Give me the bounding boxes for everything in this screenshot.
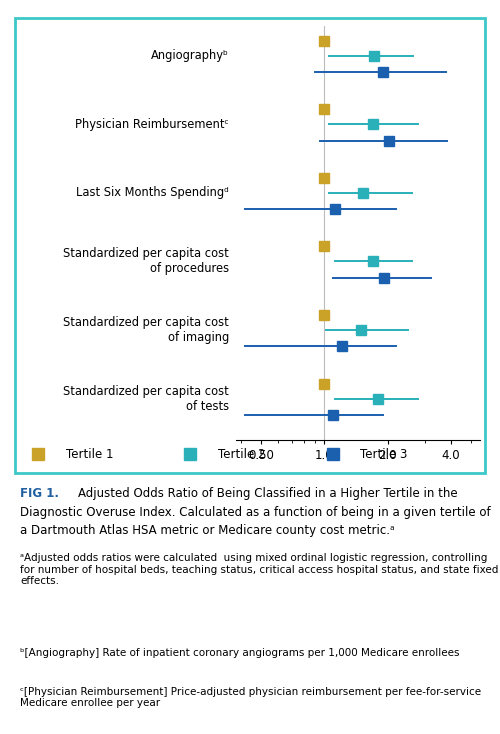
- Text: Adjusted Odds Ratio of Being Classified in a Higher Tertile in the: Adjusted Odds Ratio of Being Classified …: [78, 487, 457, 501]
- Text: ᵇ[Angiography] Rate of inpatient coronary angiograms per 1,000 Medicare enrollee: ᵇ[Angiography] Rate of inpatient coronar…: [20, 648, 460, 658]
- Text: Standardized per capita cost
of imaging: Standardized per capita cost of imaging: [64, 316, 229, 344]
- Text: Angiographyᵇ: Angiographyᵇ: [152, 49, 229, 62]
- Text: Tertile 3: Tertile 3: [360, 448, 408, 461]
- Text: Standardized per capita cost
of procedures: Standardized per capita cost of procedur…: [64, 247, 229, 275]
- Text: Tertile 2: Tertile 2: [218, 448, 266, 461]
- Text: a Dartmouth Atlas HSA metric or Medicare county cost metric.ᵃ: a Dartmouth Atlas HSA metric or Medicare…: [20, 524, 394, 537]
- Text: Diagnostic Overuse Index. Calculated as a function of being in a given tertile o: Diagnostic Overuse Index. Calculated as …: [20, 506, 490, 519]
- Text: Tertile 1: Tertile 1: [66, 448, 114, 461]
- Text: Standardized per capita cost
of tests: Standardized per capita cost of tests: [64, 385, 229, 413]
- Text: ᶜ[Physician Reimbursement] Price-adjusted physician reimbursement per fee-for-se: ᶜ[Physician Reimbursement] Price-adjuste…: [20, 687, 481, 708]
- Text: ᵃAdjusted odds ratios were calculated  using mixed ordinal logistic regression, : ᵃAdjusted odds ratios were calculated us…: [20, 553, 498, 586]
- Text: FIG 1.: FIG 1.: [20, 487, 59, 501]
- Text: Last Six Months Spendingᵈ: Last Six Months Spendingᵈ: [76, 186, 229, 200]
- Text: Physician Reimbursementᶜ: Physician Reimbursementᶜ: [76, 118, 229, 131]
